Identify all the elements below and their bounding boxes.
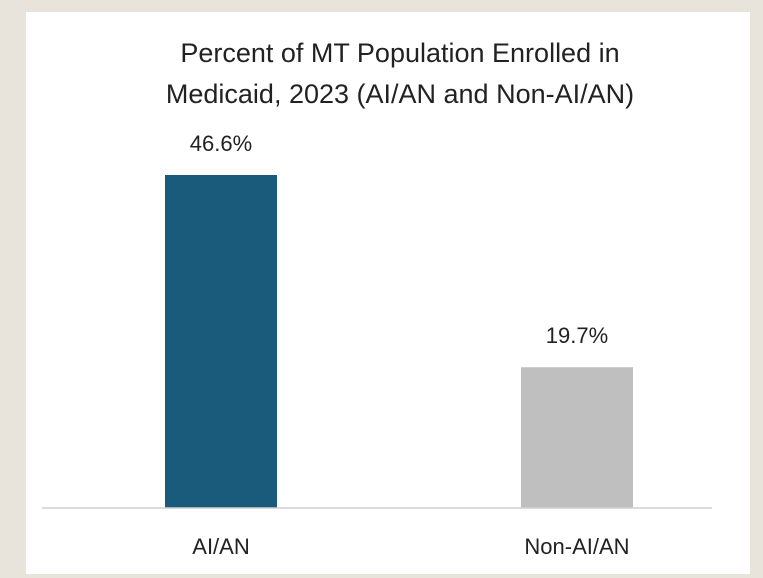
chart-title: Percent of MT Population Enrolled in Med… [165,38,635,109]
bar [521,367,633,508]
x-tick-label: AI/AN [192,534,249,559]
bar [165,175,277,508]
data-label: 46.6% [190,131,252,156]
data-label: 19.7% [546,323,608,348]
x-tick-label: Non-AI/AN [524,534,629,559]
